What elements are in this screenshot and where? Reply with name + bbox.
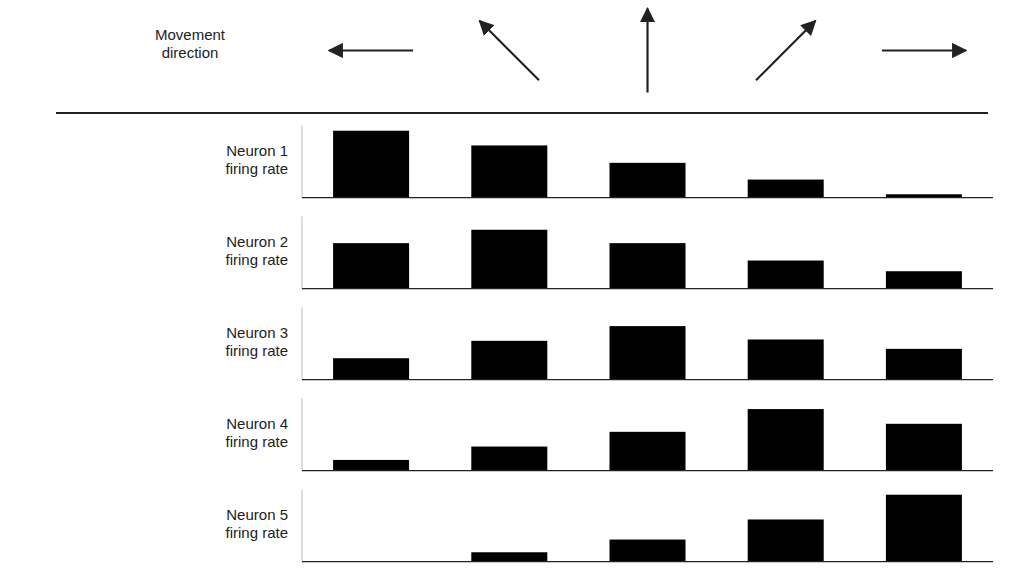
bar	[609, 540, 685, 562]
chart-svg: Movementdirection Neuron 1firing rate Neur…	[0, 0, 1024, 580]
row-label: Neuron 5firing rate	[225, 506, 288, 541]
bar	[471, 341, 547, 380]
bar	[609, 432, 685, 471]
row-label: Neuron 2firing rate	[225, 233, 288, 268]
x-axis-line	[302, 197, 993, 198]
bars	[333, 409, 962, 471]
panel: Neuron 2firing rate	[225, 216, 993, 288]
x-axis-line	[302, 561, 993, 562]
x-axis-line	[302, 379, 993, 380]
direction-arrow	[480, 21, 539, 80]
bar	[471, 552, 547, 561]
x-axis-line	[302, 470, 993, 471]
x-axis-label: Movementdirection	[155, 26, 226, 61]
bar	[886, 349, 962, 380]
bars	[333, 131, 962, 198]
separator	[56, 112, 988, 114]
y-axis-line	[302, 216, 303, 288]
x-axis-line	[302, 288, 993, 289]
chart-container: Movementdirection Neuron 1firing rate Neur…	[0, 0, 1024, 580]
panel: Neuron 5firing rate	[225, 489, 993, 561]
bar	[748, 339, 824, 379]
bar	[886, 424, 962, 471]
direction-arrow	[882, 49, 966, 51]
direction-arrow	[646, 9, 648, 93]
bar	[333, 460, 409, 471]
y-axis-line	[302, 398, 303, 470]
bars	[333, 230, 962, 289]
bar	[609, 163, 685, 198]
bar	[471, 447, 547, 471]
bar	[886, 495, 962, 562]
bar	[333, 243, 409, 288]
bar	[748, 180, 824, 198]
bars	[333, 326, 962, 380]
row-label: Neuron 3firing rate	[225, 324, 288, 359]
direction-arrow	[329, 49, 413, 51]
bar	[748, 261, 824, 289]
bar	[748, 409, 824, 471]
panel: Neuron 4firing rate	[225, 398, 993, 470]
bar	[333, 131, 409, 198]
bar	[748, 519, 824, 561]
bar	[471, 230, 547, 289]
panel: Neuron 3firing rate	[225, 307, 993, 379]
bars	[471, 495, 962, 562]
row-label: Neuron 4firing rate	[225, 415, 288, 450]
panel: Neuron 1firing rate	[225, 125, 993, 197]
direction-arrow	[756, 21, 815, 80]
bar	[609, 243, 685, 288]
bar	[886, 271, 962, 288]
y-axis-line	[302, 125, 303, 197]
bar	[609, 326, 685, 380]
row-label: Neuron 1firing rate	[225, 142, 288, 177]
y-axis-line	[302, 489, 303, 561]
bar	[333, 358, 409, 379]
y-axis-line	[302, 307, 303, 379]
bar	[471, 145, 547, 197]
